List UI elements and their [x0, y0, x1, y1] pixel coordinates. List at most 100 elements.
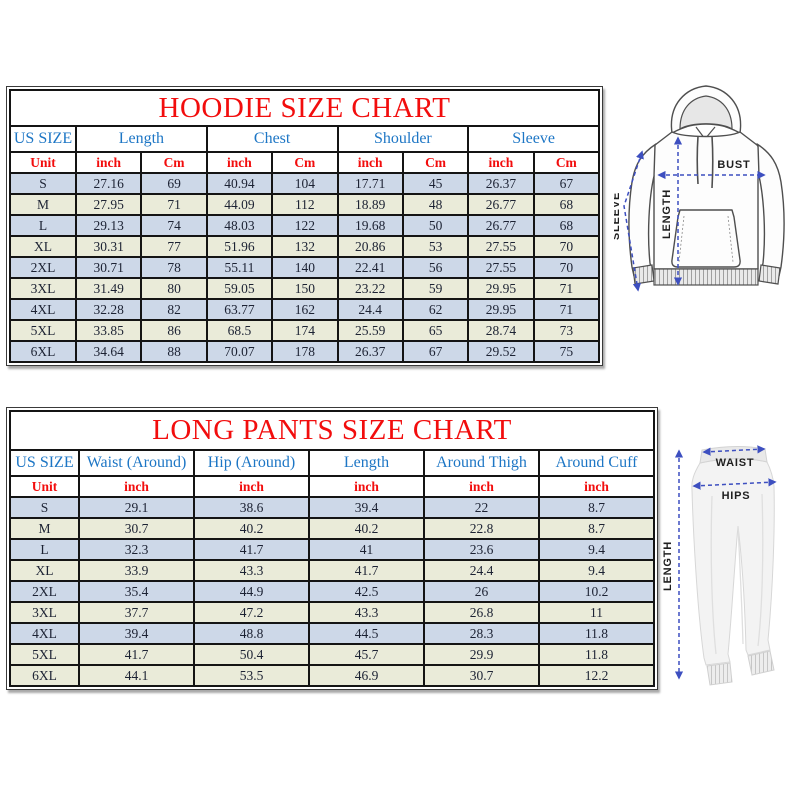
- value-cell: 55.11: [205, 256, 274, 279]
- value-cell: 29.13: [74, 214, 143, 237]
- value-cell: 71: [532, 277, 601, 300]
- value-cell: 35.4: [78, 580, 195, 603]
- table-row: S 27.16 69 40.94 104 17.71 45 26.37 67: [9, 172, 601, 195]
- hoodie-measure-annotations: BUST LENGTH SLEEVE: [614, 136, 766, 292]
- pants-table: LONG PANTS SIZE CHART US SIZE Waist (Aro…: [9, 410, 655, 687]
- value-cell: 9.4: [538, 538, 655, 561]
- unit-row: Unit inch inch inch inch inch: [9, 475, 655, 498]
- value-cell: 71: [140, 193, 208, 216]
- unit-label: Unit: [9, 475, 80, 498]
- value-cell: 26.37: [336, 340, 404, 363]
- table-row: 3XL 37.7 47.2 43.3 26.8 11: [9, 601, 655, 624]
- hoodie-size-chart-table: HOODIE SIZE CHART US SIZE Length Chest S…: [6, 86, 603, 366]
- size-cell: 5XL: [9, 319, 77, 342]
- length-label: LENGTH: [661, 189, 673, 239]
- value-cell: 33.9: [78, 559, 195, 582]
- value-cell: 43.3: [193, 559, 310, 582]
- value-cell: 178: [271, 340, 339, 363]
- unit-cell: Cm: [532, 151, 601, 174]
- table-row: 2XL 35.4 44.9 42.5 26 10.2: [9, 580, 655, 603]
- value-cell: 29.1: [78, 496, 195, 519]
- size-cell: 6XL: [9, 340, 77, 363]
- value-cell: 22.41: [336, 256, 404, 279]
- sleeve-label: SLEEVE: [614, 192, 622, 240]
- unit-row: Unit inch Cm inch Cm inch Cm inch Cm: [9, 151, 601, 174]
- size-cell: S: [9, 172, 77, 195]
- unit-cell: inch: [74, 151, 143, 174]
- thigh-header: Around Thigh: [423, 449, 540, 477]
- value-cell: 43.3: [308, 601, 425, 624]
- header-row: US SIZE Waist (Around) Hip (Around) Leng…: [9, 449, 655, 477]
- value-cell: 62: [401, 298, 470, 321]
- value-cell: 23.6: [423, 538, 540, 561]
- value-cell: 140: [271, 256, 339, 279]
- hoodie-measurement-diagram: BUST LENGTH SLEEVE: [614, 85, 785, 292]
- value-cell: 77: [140, 235, 208, 258]
- waist-arrow: [702, 445, 766, 456]
- value-cell: 26.8: [423, 601, 540, 624]
- value-cell: 27.55: [467, 256, 535, 279]
- size-cell: 4XL: [9, 622, 80, 645]
- bust-label: BUST: [717, 159, 750, 171]
- size-cell: XL: [9, 559, 80, 582]
- value-cell: 25.59: [336, 319, 404, 342]
- value-cell: 50: [401, 214, 470, 237]
- value-cell: 29.95: [467, 298, 535, 321]
- size-cell: L: [9, 214, 77, 237]
- value-cell: 73: [532, 319, 601, 342]
- value-cell: 82: [140, 298, 208, 321]
- value-cell: 53.5: [193, 664, 310, 687]
- value-cell: 12.2: [538, 664, 655, 687]
- value-cell: 40.94: [205, 172, 274, 195]
- hoodie-chart-title: HOODIE SIZE CHART: [9, 89, 600, 127]
- value-cell: 28.3: [423, 622, 540, 645]
- size-cell: 3XL: [9, 277, 77, 300]
- value-cell: 70.07: [205, 340, 274, 363]
- value-cell: 22: [423, 496, 540, 519]
- table-row: S 29.1 38.6 39.4 22 8.7: [9, 496, 655, 519]
- value-cell: 30.7: [423, 664, 540, 687]
- table-row: XL 33.9 43.3 41.7 24.4 9.4: [9, 559, 655, 582]
- value-cell: 17.71: [336, 172, 404, 195]
- size-cell: 3XL: [9, 601, 80, 624]
- chest-header: Chest: [205, 125, 339, 153]
- value-cell: 75: [532, 340, 601, 363]
- header-row: US SIZE Length Chest Shoulder Sleeve: [9, 125, 600, 153]
- pants-chart-title: LONG PANTS SIZE CHART: [9, 410, 655, 451]
- value-cell: 68.5: [205, 319, 274, 342]
- sleeve-header: Sleeve: [467, 125, 600, 153]
- value-cell: 88: [140, 340, 208, 363]
- value-cell: 150: [271, 277, 339, 300]
- value-cell: 10.2: [538, 580, 655, 603]
- value-cell: 41.7: [78, 643, 195, 666]
- value-cell: 26.37: [467, 172, 535, 195]
- unit-cell: Cm: [401, 151, 470, 174]
- value-cell: 51.96: [205, 235, 274, 258]
- hoodie-table: HOODIE SIZE CHART US SIZE Length Chest S…: [9, 89, 601, 363]
- value-cell: 59: [401, 277, 470, 300]
- table-row: L 29.13 74 48.03 122 19.68 50 26.77 68: [9, 214, 601, 237]
- value-cell: 56: [401, 256, 470, 279]
- unit-cell: inch: [467, 151, 535, 174]
- value-cell: 44.09: [205, 193, 274, 216]
- table-row: 6XL 44.1 53.5 46.9 30.7 12.2: [9, 664, 655, 687]
- value-cell: 41.7: [193, 538, 310, 561]
- value-cell: 45: [401, 172, 470, 195]
- value-cell: 27.55: [467, 235, 535, 258]
- waist-header: Waist (Around): [78, 449, 195, 477]
- value-cell: 29.52: [467, 340, 535, 363]
- value-cell: 68: [532, 193, 601, 216]
- length-header: Length: [308, 449, 425, 477]
- value-cell: 122: [271, 214, 339, 237]
- value-cell: 26: [423, 580, 540, 603]
- long-pants-size-chart-table: LONG PANTS SIZE CHART US SIZE Waist (Aro…: [6, 407, 658, 690]
- value-cell: 48.03: [205, 214, 274, 237]
- unit-cell: inch: [336, 151, 404, 174]
- title-row: LONG PANTS SIZE CHART: [9, 410, 655, 451]
- value-cell: 48.8: [193, 622, 310, 645]
- value-cell: 37.7: [78, 601, 195, 624]
- us-size-header: US SIZE: [9, 125, 77, 153]
- value-cell: 11.8: [538, 643, 655, 666]
- size-cell: 2XL: [9, 580, 80, 603]
- us-size-header: US SIZE: [9, 449, 80, 477]
